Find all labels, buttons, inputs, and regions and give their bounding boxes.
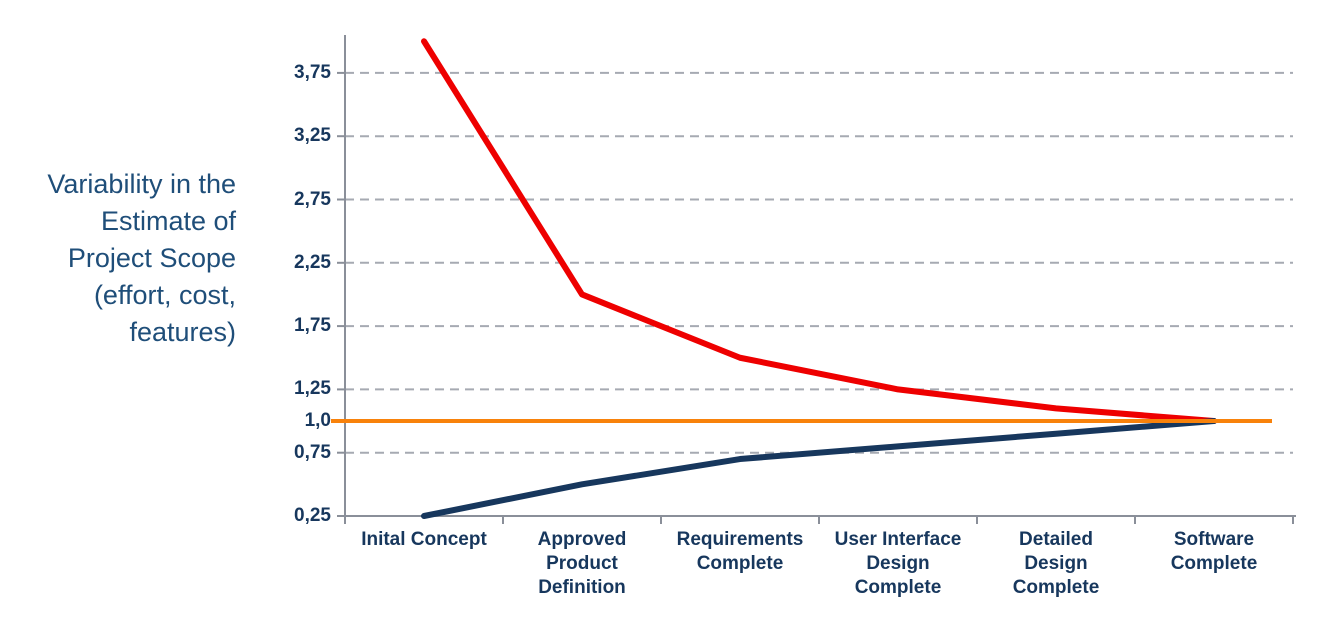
- x-category-label: User Interface Design Complete: [834, 529, 962, 598]
- x-category-label: Software Complete: [1170, 529, 1258, 574]
- y-tick-label: 2,75: [294, 189, 331, 210]
- y-tick-label: 3,75: [294, 62, 331, 83]
- y-tick-label: 1,75: [294, 315, 331, 336]
- x-category-label: Detailed Design Complete: [1012, 529, 1100, 598]
- y-tick-label: 0,75: [294, 442, 331, 463]
- y-tick-label: 1,0: [304, 410, 331, 431]
- y-tick-label: 0,25: [294, 505, 331, 526]
- y-tick-label: 1,25: [294, 378, 331, 399]
- x-category-label: Approved Product Definition: [537, 529, 627, 598]
- series-upper-estimate-line: [421, 38, 1217, 425]
- y-axis-title: Variability in the Estimate of Project S…: [47, 169, 236, 347]
- y-tick-label: 3,25: [294, 125, 331, 146]
- x-category-label: Requirements Complete: [676, 529, 804, 574]
- series-lower-estimate-line: [421, 418, 1217, 519]
- y-tick-label: 2,25: [294, 252, 331, 273]
- x-category-label: Inital Concept: [361, 529, 487, 550]
